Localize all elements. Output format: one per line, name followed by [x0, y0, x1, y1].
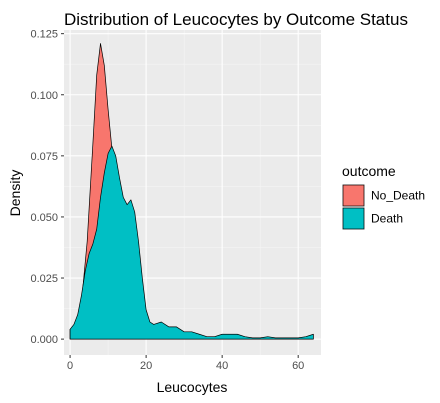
y-tick-label: 0.000 [30, 334, 58, 346]
x-axis: 0 20 40 60 [67, 355, 304, 372]
y-tick-label: 0.075 [30, 151, 58, 163]
legend: outcome No_Death Death [342, 163, 425, 230]
chart-title: Distribution of Leucocytes by Outcome St… [64, 10, 408, 29]
density-areas [69, 43, 314, 340]
x-tick-label: 40 [216, 360, 228, 372]
legend-label: No_Death [371, 189, 425, 203]
y-tick-label: 0.025 [30, 273, 58, 285]
y-axis: 0.000 0.025 0.050 0.075 0.100 0.125 [30, 29, 64, 346]
y-axis-title: Density [7, 170, 23, 217]
density-area-death [69, 145, 314, 340]
x-axis-title: Leucocytes [157, 379, 228, 395]
x-tick-label: 0 [67, 360, 73, 372]
y-tick-label: 0.125 [30, 29, 58, 41]
legend-label: Death [371, 212, 403, 226]
y-tick-label: 0.050 [30, 212, 58, 224]
y-tick-label: 0.100 [30, 90, 58, 102]
legend-title: outcome [342, 163, 396, 179]
x-tick-label: 20 [140, 360, 152, 372]
legend-key-swatch [342, 207, 365, 230]
legend-key-swatch [342, 184, 365, 207]
x-tick-label: 60 [292, 360, 304, 372]
